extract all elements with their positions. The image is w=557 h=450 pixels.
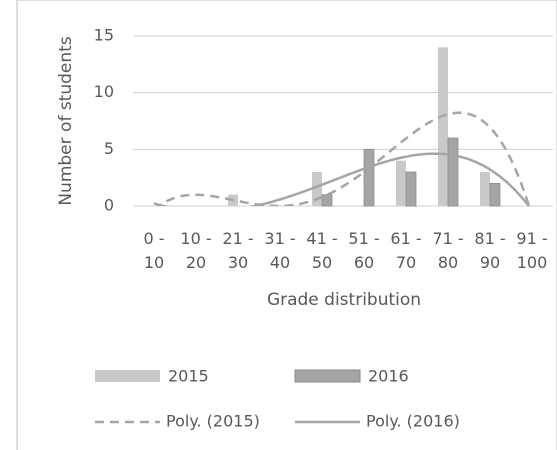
x-tick-label: 71 - 80 — [432, 229, 464, 272]
x-tick-label: 0 - 10 — [143, 229, 165, 272]
x-tick-label: 51 - 60 — [348, 229, 380, 272]
x-tick-label: 31 - 40 — [264, 229, 296, 272]
bar — [480, 172, 490, 206]
bar — [438, 47, 448, 207]
chart-border — [16, 0, 557, 450]
x-axis-title: Grade distribution — [267, 290, 421, 310]
trendline — [153, 152, 531, 206]
legend-label: 2016 — [368, 367, 409, 386]
legend-swatch — [294, 369, 361, 383]
x-tick-label: 61 - 70 — [390, 229, 422, 272]
bar — [312, 172, 322, 206]
y-axis-title: Number of students — [56, 36, 76, 205]
legend-swatch — [95, 370, 160, 382]
x-tick-label: 21 - 30 — [222, 229, 254, 272]
y-tick-label: 5 — [104, 139, 114, 158]
y-tick-label: 0 — [104, 196, 114, 215]
bar — [405, 171, 417, 207]
x-tick-label: 10 - 20 — [180, 229, 212, 272]
bar — [363, 148, 375, 207]
bar — [321, 194, 333, 207]
legend-label: 2015 — [168, 367, 209, 386]
bar — [489, 182, 501, 207]
bar — [447, 137, 459, 207]
y-tick-label: 10 — [94, 82, 114, 101]
x-tick-label: 91 - 100 — [516, 229, 548, 272]
x-tick-label: 81 - 90 — [474, 229, 506, 272]
legend-label: Poly. (2015) — [166, 412, 260, 431]
y-tick-label: 15 — [94, 26, 114, 45]
bar — [396, 160, 406, 206]
x-tick-label: 41 - 50 — [306, 229, 338, 272]
legend-label: Poly. (2016) — [366, 412, 460, 431]
trendline — [156, 111, 531, 206]
